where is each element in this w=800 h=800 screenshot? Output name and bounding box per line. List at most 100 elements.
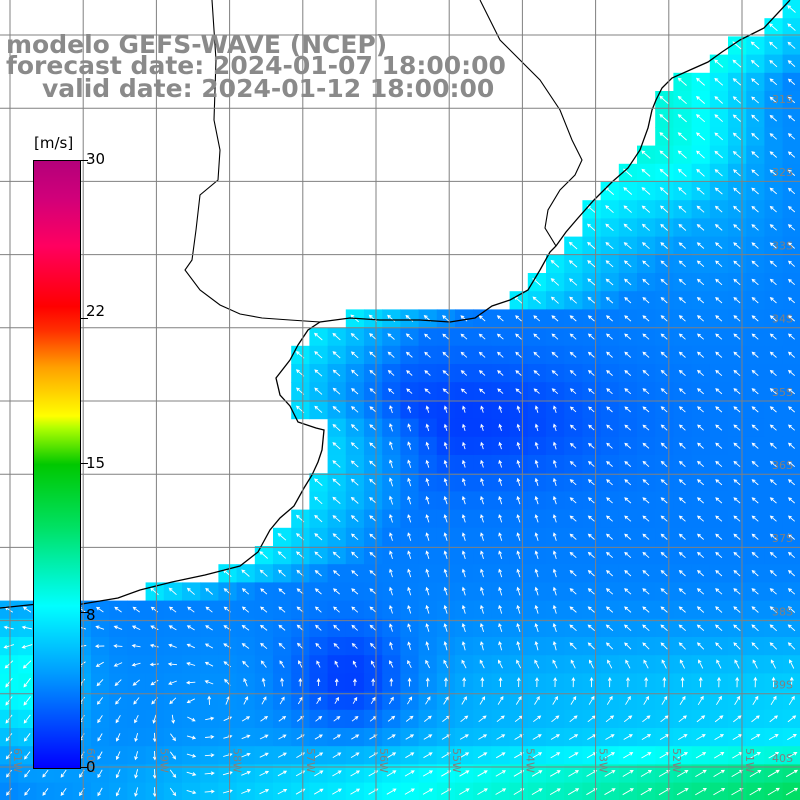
wind-arrow (605, 333, 613, 340)
wind-arrow (406, 388, 413, 394)
wind-arrow (714, 187, 723, 195)
latitude-label: 35S (772, 386, 793, 399)
wind-arrow (496, 315, 504, 322)
wind-arrow (768, 23, 778, 32)
wind-arrow (277, 770, 288, 777)
wind-arrow (696, 460, 704, 468)
wind-arrow (660, 296, 668, 304)
wind-arrow (625, 659, 631, 669)
wind-arrow (787, 551, 795, 559)
wind-arrow (552, 459, 557, 468)
wind-arrow (587, 497, 595, 504)
wind-arrow (769, 442, 777, 449)
wind-arrow (369, 533, 377, 540)
wind-arrow (314, 624, 322, 631)
wind-arrow (115, 751, 121, 761)
wind-arrow (696, 278, 705, 286)
wind-arrow (515, 351, 522, 358)
wind-arrow (334, 678, 339, 686)
wind-arrow (624, 369, 632, 376)
wind-arrow (715, 569, 723, 577)
wind-arrow (495, 788, 507, 795)
wind-arrow (715, 315, 723, 322)
wind-arrow (624, 551, 632, 559)
wind-arrow (696, 588, 705, 595)
wind-arrow (333, 716, 341, 722)
wind-arrow (713, 752, 725, 759)
wind-arrow (551, 351, 559, 358)
wind-arrow (497, 388, 504, 394)
wind-arrow (587, 642, 595, 650)
wind-arrow (515, 333, 522, 340)
wind-arrow (353, 678, 357, 686)
wind-arrow (186, 587, 195, 595)
wind-arrow (587, 551, 595, 559)
wind-arrow (715, 296, 723, 304)
wind-arrow (751, 479, 759, 486)
wind-arrow (695, 788, 707, 796)
wind-arrow (168, 606, 177, 613)
wind-arrow (769, 205, 777, 213)
wind-arrow (715, 460, 723, 468)
wind-arrow (787, 497, 795, 504)
wind-arrow (732, 150, 741, 159)
wind-arrow (424, 351, 431, 358)
wind-arrow (388, 495, 394, 505)
wind-arrow (389, 514, 393, 523)
wind-arrow (787, 133, 796, 140)
wind-arrow (389, 550, 393, 560)
wind-arrow (769, 642, 778, 650)
wind-arrow (589, 676, 594, 688)
wind-arrow (733, 296, 741, 304)
wind-arrow (605, 588, 614, 595)
wind-arrow (787, 569, 796, 577)
wind-arrow (642, 406, 650, 413)
wind-arrow (733, 606, 741, 613)
wind-arrow (314, 351, 323, 359)
wind-arrow (696, 497, 704, 504)
wind-arrow (149, 662, 159, 667)
colorbar-tick-mark (80, 318, 88, 319)
wind-arrow (516, 568, 521, 578)
wind-arrow (715, 497, 723, 504)
wind-arrow (769, 96, 777, 104)
wind-arrow (641, 242, 650, 250)
wind-arrow (769, 406, 777, 413)
wind-arrow (678, 460, 686, 468)
wind-arrow (552, 568, 557, 578)
wind-arrow (425, 677, 430, 687)
wind-arrow (587, 260, 596, 268)
wind-arrow (369, 424, 377, 431)
wind-arrow (516, 459, 521, 468)
wind-arrow (624, 424, 631, 431)
wind-speed-cell (782, 345, 800, 365)
wind-arrow (696, 734, 706, 740)
wind-arrow (480, 495, 484, 505)
wind-arrow (241, 789, 251, 794)
border-line (479, 0, 583, 247)
wind-arrow (552, 623, 557, 633)
wind-arrow (23, 733, 31, 742)
wind-arrow (5, 677, 13, 688)
wind-arrow (678, 497, 686, 504)
wind-arrow (443, 641, 448, 651)
wind-arrow (606, 351, 613, 358)
wind-arrow (678, 479, 686, 486)
wind-arrow (642, 369, 650, 377)
wind-arrow (569, 569, 577, 577)
latitude-label: 40S (772, 752, 793, 765)
wind-arrow (677, 77, 687, 86)
wind-arrow (624, 351, 632, 358)
wind-arrow (587, 460, 595, 467)
wind-speed-cell (782, 72, 800, 92)
wind-arrow (387, 715, 396, 722)
wind-arrow (642, 588, 650, 595)
wind-arrow (534, 514, 539, 523)
wind-arrow (296, 624, 304, 631)
wind-arrow (641, 187, 651, 195)
colorbar-tick-mark (80, 160, 88, 161)
wind-arrow (389, 641, 393, 650)
wind-arrow (5, 751, 13, 760)
wind-arrow (462, 405, 466, 413)
wind-arrow (314, 752, 324, 758)
